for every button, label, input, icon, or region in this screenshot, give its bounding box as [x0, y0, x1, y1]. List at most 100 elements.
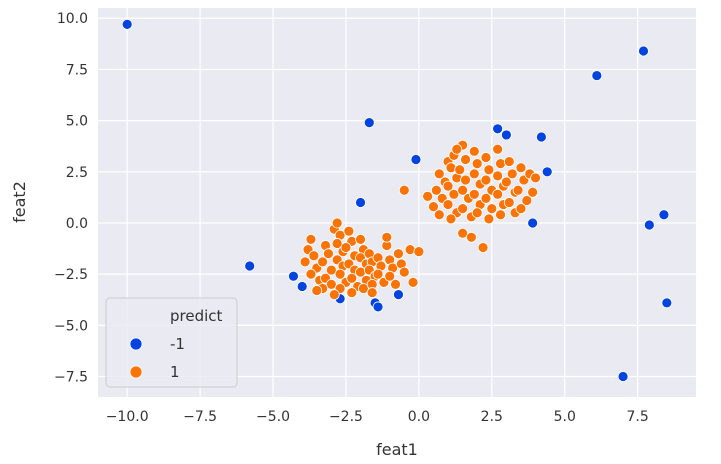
data-point-neg1: [643, 219, 655, 231]
data-point-pos1: [393, 248, 404, 260]
data-point-pos1: [331, 217, 343, 229]
legend: predict -1 1: [105, 297, 238, 388]
data-point-neg1: [121, 18, 133, 30]
data-point-pos1: [299, 256, 311, 268]
data-point-pos1: [422, 190, 434, 202]
legend-box: [105, 297, 238, 388]
data-point-pos1: [503, 156, 515, 167]
data-point-neg1: [288, 270, 299, 282]
data-point-neg1: [492, 123, 504, 135]
data-point-pos1: [325, 278, 337, 290]
data-point-neg1: [591, 70, 603, 81]
data-point-pos1: [355, 233, 366, 245]
data-point-pos1: [465, 231, 477, 243]
data-point-pos1: [480, 174, 492, 186]
data-point-pos1: [398, 266, 410, 278]
y-tick-labels: 10.0 7.5 5.0 2.5 0.0 −2.5 −5.0 −7.5: [54, 11, 88, 385]
data-point-pos1: [398, 184, 410, 196]
data-point-neg1: [372, 301, 384, 313]
data-point-pos1: [328, 289, 340, 301]
y-tick-label: −5.0: [54, 318, 88, 334]
data-point-pos1: [340, 242, 352, 253]
data-point-pos1: [468, 188, 480, 200]
data-point-pos1: [483, 213, 495, 225]
legend-label-neg1: -1: [170, 335, 185, 353]
data-point-neg1: [410, 154, 422, 165]
data-point-pos1: [454, 164, 466, 176]
y-tick-label: −2.5: [54, 267, 88, 283]
data-point-pos1: [323, 248, 334, 260]
legend-label-pos1: 1: [170, 363, 180, 381]
x-tick-label: 7.5: [627, 409, 649, 425]
data-point-pos1: [530, 172, 541, 184]
data-point-pos1: [500, 176, 512, 188]
data-point-pos1: [492, 170, 504, 182]
data-point-pos1: [381, 231, 393, 243]
data-point-pos1: [448, 188, 460, 200]
data-point-pos1: [492, 143, 504, 155]
data-point-pos1: [495, 209, 506, 221]
data-point-pos1: [343, 225, 355, 237]
data-point-pos1: [317, 256, 329, 268]
data-point-pos1: [480, 193, 492, 204]
data-point-pos1: [445, 162, 457, 174]
y-tick-label: 0.0: [66, 216, 88, 232]
data-point-pos1: [334, 268, 346, 280]
data-point-pos1: [445, 213, 457, 225]
x-tick-label: −2.5: [329, 409, 363, 425]
data-point-neg1: [535, 131, 547, 143]
data-point-pos1: [372, 268, 384, 280]
y-tick-label: 2.5: [66, 165, 88, 181]
data-point-pos1: [457, 184, 469, 196]
data-point-pos1: [460, 154, 471, 165]
data-point-pos1: [512, 184, 524, 196]
data-point-pos1: [311, 285, 323, 296]
data-point-neg1: [355, 197, 366, 208]
grid-lines: [98, 8, 696, 397]
data-point-pos1: [442, 180, 454, 192]
data-point-pos1: [457, 203, 469, 215]
data-point-neg1: [393, 289, 404, 301]
data-point-pos1: [483, 164, 495, 176]
data-point-pos1: [308, 250, 320, 262]
y-axis-label: feat2: [10, 181, 29, 223]
data-point-pos1: [346, 272, 358, 284]
data-point-pos1: [404, 244, 416, 255]
data-point-pos1: [305, 268, 317, 280]
data-point-pos1: [468, 168, 480, 180]
data-point-pos1: [515, 203, 527, 215]
legend-title: predict: [170, 307, 223, 325]
data-point-pos1: [428, 201, 439, 212]
y-tick-label: −7.5: [54, 370, 88, 386]
x-tick-label: 0.0: [408, 409, 430, 425]
data-point-pos1: [515, 162, 527, 174]
data-point-pos1: [433, 209, 445, 221]
data-point-neg1: [500, 129, 512, 141]
data-point-neg1: [296, 281, 308, 292]
data-point-pos1: [495, 158, 506, 170]
x-tick-labels: −10.0 −7.5 −5.0 −2.5 0.0 2.5 5.0 7.5: [106, 409, 649, 425]
data-point-pos1: [471, 207, 483, 219]
data-point-pos1: [451, 143, 463, 155]
data-point-neg1: [527, 217, 539, 229]
data-point-pos1: [346, 287, 358, 298]
data-point-pos1: [468, 145, 480, 157]
data-point-pos1: [366, 287, 378, 298]
data-point-pos1: [480, 152, 492, 163]
x-tick-label: 2.5: [481, 409, 503, 425]
data-point-pos1: [407, 276, 419, 288]
data-point-pos1: [477, 242, 489, 253]
data-point-neg1: [244, 260, 256, 272]
x-tick-label: −5.0: [256, 409, 290, 425]
x-tick-label: −10.0: [106, 409, 149, 425]
data-point-pos1: [305, 233, 317, 245]
data-point-pos1: [442, 199, 454, 210]
data-point-pos1: [433, 168, 445, 180]
data-point-neg1: [541, 166, 553, 178]
data-point-neg1: [363, 117, 375, 129]
data-point-pos1: [471, 158, 483, 170]
data-point-pos1: [390, 278, 401, 290]
data-point-pos1: [430, 184, 442, 196]
x-tick-label: 5.0: [554, 409, 576, 425]
